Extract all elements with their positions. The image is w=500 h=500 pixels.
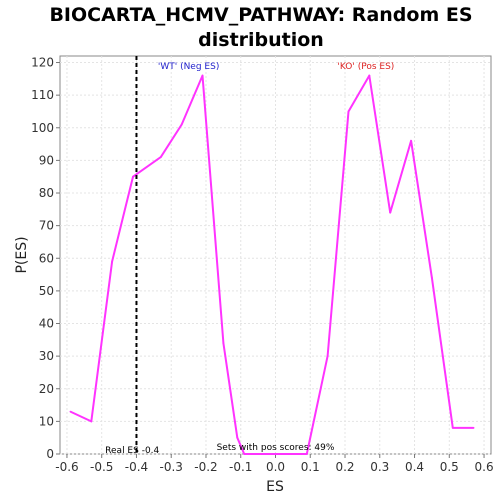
data-point [472, 427, 475, 429]
x-axis-label: ES [266, 479, 284, 495]
x-tick-label: 0.6 [475, 460, 494, 474]
data-point [159, 156, 162, 159]
data-point [132, 175, 134, 178]
x-tick-label: -0.2 [194, 460, 217, 474]
y-tick-label: 70 [39, 219, 54, 233]
data-point [90, 420, 93, 423]
data-point [69, 410, 72, 413]
annotation-ko: 'KO' (Pos ES) [337, 62, 394, 72]
data-point [368, 74, 371, 77]
y-tick-label: 110 [31, 88, 54, 102]
x-tick-label: -0.4 [125, 460, 148, 474]
data-point [180, 123, 183, 126]
y-tick-label: 30 [39, 349, 54, 363]
data-point [389, 211, 392, 214]
data-point [431, 276, 433, 279]
data-point [222, 342, 225, 344]
y-tick-label: 100 [31, 121, 54, 135]
data-point [451, 427, 454, 429]
x-tick-label: 0.2 [335, 460, 354, 474]
x-tick-label: -0.3 [160, 460, 183, 474]
x-tick-label: 0.1 [301, 460, 320, 474]
data-point [243, 453, 246, 455]
x-tick-label: 0.0 [266, 460, 285, 474]
y-tick-label: 50 [39, 284, 54, 298]
x-tick-label: -0.1 [229, 460, 252, 474]
y-tick-label: 20 [39, 382, 54, 396]
y-axis-label: P(ES) [14, 236, 30, 273]
x-tick-label: -0.6 [55, 460, 78, 474]
series-layer [69, 74, 475, 455]
data-point [347, 110, 350, 113]
x-tick-label: 0.5 [440, 460, 459, 474]
y-tick-label: 40 [39, 317, 54, 331]
data-point [305, 453, 308, 455]
x-tick-label: 0.3 [370, 460, 389, 474]
y-tick-label: 0 [46, 447, 54, 461]
chart-title-line2: distribution [198, 29, 324, 51]
annotation-real-es: Real ES -0.4 [105, 446, 159, 456]
data-point [410, 139, 412, 142]
data-point [326, 355, 329, 358]
x-tick-label: -0.5 [90, 460, 113, 474]
y-tick-label: 90 [39, 153, 54, 167]
y-tick-label: 60 [39, 251, 54, 265]
plot-area [59, 55, 492, 455]
x-tick-label: 0.4 [405, 460, 424, 474]
data-point [236, 436, 239, 439]
y-tick-label: 80 [39, 186, 54, 200]
annotation-pos-scores: Sets with pos scores: 49% [217, 443, 335, 453]
axis-ticks: 0 10 20 30 40 50 60 70 80 90 100 110 120 -0.6 -0.5 -0.4… [31, 56, 494, 474]
data-point [111, 260, 114, 263]
annotation-wt: 'WT' (Neg ES) [158, 62, 219, 72]
y-tick-label: 10 [39, 414, 54, 428]
data-point [201, 74, 204, 77]
chart-title-line1: BIOCARTA_HCMV_PATHWAY: Random ES [49, 4, 472, 26]
y-tick-label: 120 [31, 56, 54, 70]
